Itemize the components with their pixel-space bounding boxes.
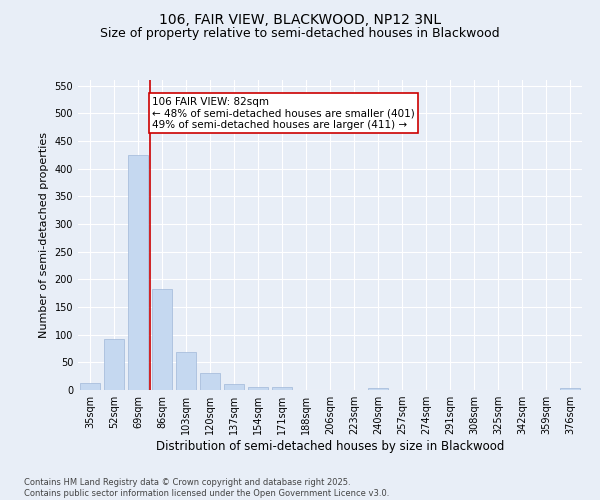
Bar (80, 384, 100, 390)
Bar (200, 374, 220, 390)
X-axis label: Distribution of semi-detached houses by size in Blackwood: Distribution of semi-detached houses by … (156, 440, 504, 453)
Bar (272, 387, 292, 390)
Bar (368, 388, 388, 390)
Y-axis label: Number of semi-detached properties: Number of semi-detached properties (39, 132, 49, 338)
Text: 106 FAIR VIEW: 82sqm
← 48% of semi-detached houses are smaller (401)
49% of semi: 106 FAIR VIEW: 82sqm ← 48% of semi-detac… (152, 96, 415, 130)
Text: Contains HM Land Registry data © Crown copyright and database right 2025.
Contai: Contains HM Land Registry data © Crown c… (24, 478, 389, 498)
Bar (560, 388, 580, 390)
Bar (248, 387, 268, 390)
Bar (224, 384, 244, 390)
Bar (128, 156, 148, 390)
Bar (176, 352, 196, 390)
Bar (104, 338, 124, 390)
Text: 106, FAIR VIEW, BLACKWOOD, NP12 3NL: 106, FAIR VIEW, BLACKWOOD, NP12 3NL (159, 12, 441, 26)
Bar (152, 288, 172, 390)
Text: Size of property relative to semi-detached houses in Blackwood: Size of property relative to semi-detach… (100, 28, 500, 40)
